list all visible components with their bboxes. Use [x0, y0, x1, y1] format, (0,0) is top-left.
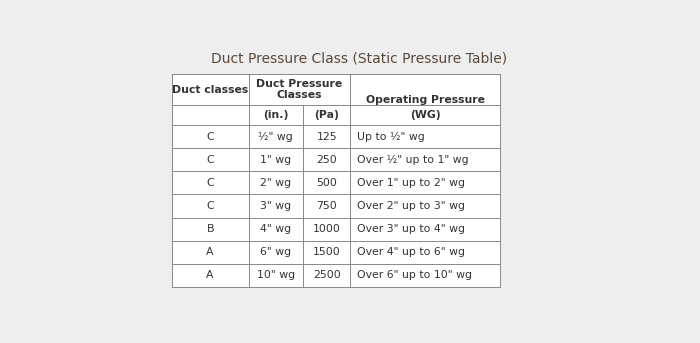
Text: C: C — [206, 201, 214, 211]
Text: 500: 500 — [316, 178, 337, 188]
Text: (in.): (in.) — [263, 110, 288, 120]
Text: C: C — [206, 178, 214, 188]
Text: Operating Pressure: Operating Pressure — [365, 95, 484, 105]
Text: Over 2" up to 3" wg: Over 2" up to 3" wg — [357, 201, 465, 211]
Text: Over ½" up to 1" wg: Over ½" up to 1" wg — [357, 155, 468, 165]
Text: ½" wg: ½" wg — [258, 132, 293, 142]
Text: A: A — [206, 247, 214, 257]
Text: C: C — [206, 132, 214, 142]
Text: 1500: 1500 — [313, 247, 340, 257]
Text: 6" wg: 6" wg — [260, 247, 291, 257]
Text: 10" wg: 10" wg — [257, 270, 295, 280]
Text: 125: 125 — [316, 132, 337, 142]
Text: 750: 750 — [316, 201, 337, 211]
Text: 2500: 2500 — [313, 270, 340, 280]
Text: Over 1" up to 2" wg: Over 1" up to 2" wg — [357, 178, 465, 188]
Text: 2" wg: 2" wg — [260, 178, 291, 188]
Text: (WG): (WG) — [410, 110, 440, 120]
Text: Over 4" up to 6" wg: Over 4" up to 6" wg — [357, 247, 465, 257]
Text: Over 3" up to 4" wg: Over 3" up to 4" wg — [357, 224, 465, 234]
Text: 250: 250 — [316, 155, 337, 165]
Text: Duct Pressure Class (Static Pressure Table): Duct Pressure Class (Static Pressure Tab… — [211, 52, 507, 66]
Text: Duct classes: Duct classes — [172, 85, 248, 95]
Text: B: B — [206, 224, 214, 234]
Text: Over 6" up to 10" wg: Over 6" up to 10" wg — [357, 270, 472, 280]
Text: Up to ½" wg: Up to ½" wg — [357, 132, 425, 142]
Text: A: A — [206, 270, 214, 280]
Text: 1" wg: 1" wg — [260, 155, 291, 165]
Text: 4" wg: 4" wg — [260, 224, 291, 234]
Text: C: C — [206, 155, 214, 165]
Text: (Pa): (Pa) — [314, 110, 339, 120]
Text: 3" wg: 3" wg — [260, 201, 291, 211]
Text: Duct Pressure
Classes: Duct Pressure Classes — [256, 79, 343, 100]
Text: 1000: 1000 — [313, 224, 341, 234]
